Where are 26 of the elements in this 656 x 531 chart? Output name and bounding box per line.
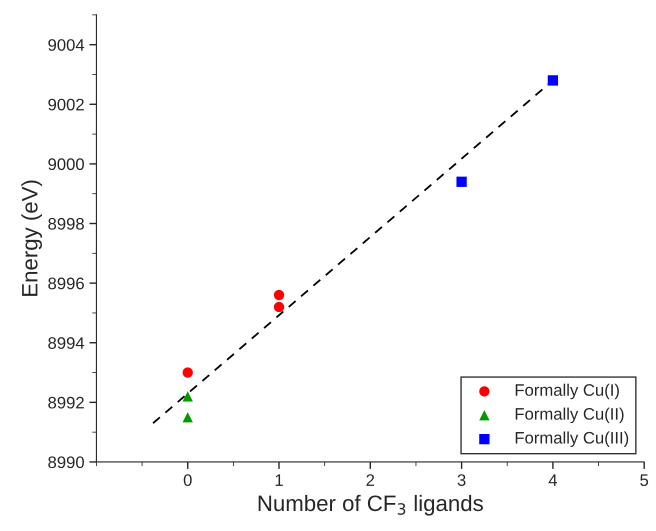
legend-label: Formally Cu(II) [516,408,624,424]
legend-label: Formally Cu(III) [516,431,628,447]
y-tick-label: 8992 [48,396,84,409]
point [182,412,193,422]
y-tick-label: 8990 [48,456,84,468]
y-tick-label: 8996 [48,278,84,290]
x-tick-label: 1 [276,474,283,486]
y-tick-label: 8998 [48,218,84,230]
point [548,75,558,86]
x-tick-label: 4 [548,474,558,486]
y-tick-label: 9004 [48,39,84,51]
y-tick-label: 9000 [48,158,84,170]
x-tick-label: 3 [458,474,466,486]
x-tick-label: 2 [366,474,374,486]
x-tick-label: 0 [184,474,192,486]
x-tick-label: 5 [640,474,648,486]
point [274,302,284,312]
point [274,290,284,300]
point [182,367,193,378]
y-tick-label: 9002 [48,98,84,110]
y-tick-label: 8994 [48,337,84,349]
point [182,391,193,402]
y-axis-title: Energy (eV) [21,180,42,296]
x-axis-title: Number of CF$_{3}$ ligands [258,494,483,516]
legend-label: Formally Cu(I) [516,384,619,400]
point [456,176,467,187]
